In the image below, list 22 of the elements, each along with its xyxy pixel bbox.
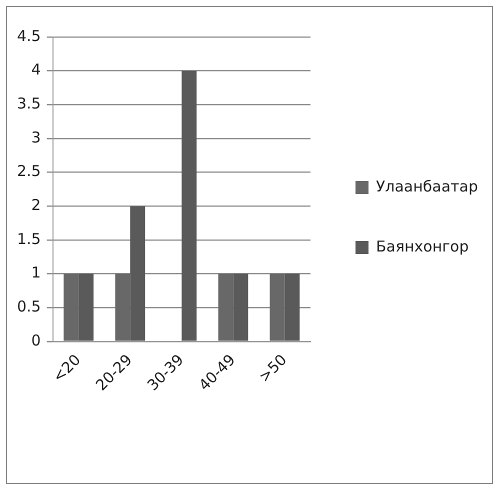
legend-label: Баянхонгор	[376, 237, 469, 256]
y-tick-label: 3	[31, 128, 41, 146]
bar	[182, 70, 197, 341]
bar	[78, 274, 94, 341]
bar	[218, 274, 234, 341]
bar	[115, 274, 130, 341]
y-tick-label: 2	[31, 196, 41, 214]
y-tick-label: 3.5	[16, 94, 41, 113]
y-tick-label: 2.5	[16, 162, 41, 180]
y-tick-label: 4	[31, 60, 41, 79]
bar	[130, 206, 146, 341]
legend-label: Улаанбаатар	[376, 177, 478, 196]
bar	[233, 274, 248, 341]
y-tick-label: 0.5	[16, 298, 41, 316]
x-tick-label: <20	[49, 350, 84, 386]
bar	[270, 274, 285, 341]
y-tick-label: 0	[31, 331, 41, 350]
y-tick-label: 1	[31, 264, 41, 282]
y-tick-label: 4.5	[16, 26, 41, 45]
bar	[64, 274, 79, 341]
y-tick-label: 1.5	[16, 230, 41, 248]
bar	[284, 274, 300, 341]
